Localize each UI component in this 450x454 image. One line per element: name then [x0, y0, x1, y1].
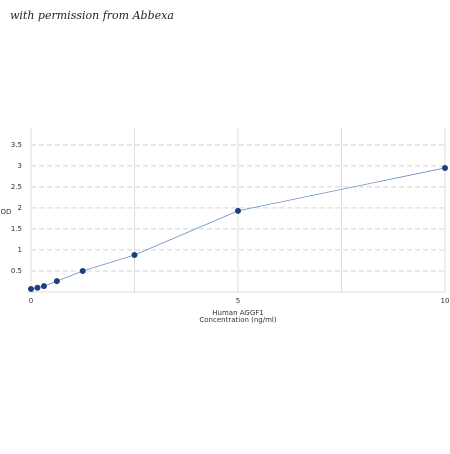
- y-tick-label: 0.5: [11, 267, 22, 275]
- y-tick-label: 1.5: [11, 225, 22, 233]
- x-axis-label: Human AGGF1: [212, 309, 263, 317]
- point: [40, 283, 47, 290]
- point: [28, 286, 34, 293]
- point: [79, 267, 86, 274]
- y-tick-label: 2: [18, 204, 22, 212]
- y-tick-label: 1: [18, 246, 22, 254]
- x-tick-label: 10: [441, 297, 450, 305]
- y-tick-label: 3.5: [11, 141, 22, 149]
- point: [442, 164, 448, 171]
- point: [53, 278, 60, 285]
- watermark: with permission from Abbexa: [10, 9, 174, 22]
- point: [131, 251, 138, 258]
- y-tick-label: 3: [18, 162, 22, 170]
- point: [235, 207, 241, 214]
- x-tick-label: 0: [29, 297, 33, 305]
- y-axis-label: OD: [1, 208, 12, 216]
- y-tick-label: 2.5: [11, 183, 22, 191]
- x-axis-label: Concentration (ng/ml): [199, 316, 276, 324]
- x-tick-label: 5: [236, 297, 240, 305]
- point: [34, 284, 41, 291]
